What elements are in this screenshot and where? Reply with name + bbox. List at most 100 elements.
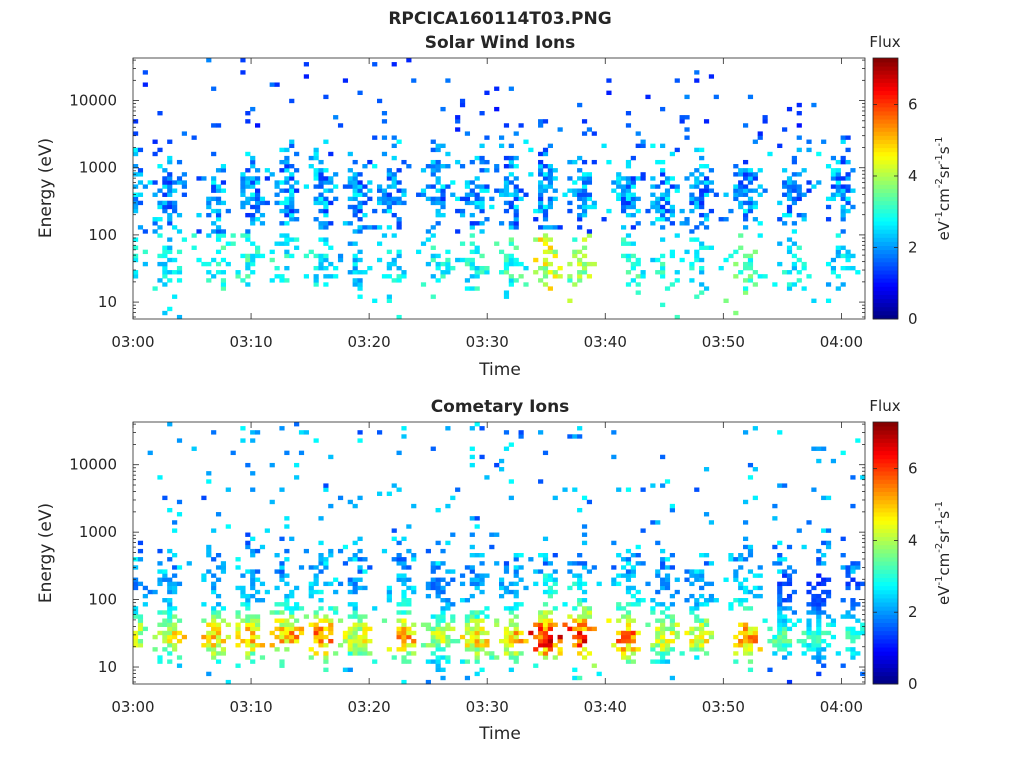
spectrogram-cell bbox=[694, 655, 700, 660]
spectrogram-cell bbox=[738, 565, 744, 570]
spectrogram-cell bbox=[381, 200, 388, 206]
spectrogram-cell bbox=[445, 540, 451, 546]
spectrogram-cell bbox=[176, 265, 183, 271]
spectrogram-cell bbox=[503, 192, 510, 197]
spectrogram-cell bbox=[352, 188, 358, 193]
spectrogram-cell bbox=[743, 647, 749, 652]
spectrogram-cell bbox=[845, 634, 851, 640]
spectrogram-cell bbox=[625, 602, 632, 607]
spectrogram-cell bbox=[323, 168, 329, 173]
spectrogram-cell bbox=[430, 225, 436, 230]
spectrogram-cell bbox=[362, 200, 368, 206]
spectrogram-cell bbox=[547, 638, 553, 644]
spectrogram-cell bbox=[503, 184, 510, 189]
spectrogram-cell bbox=[259, 643, 266, 648]
spectrogram-cell bbox=[255, 123, 261, 128]
spectrogram-cell bbox=[176, 249, 183, 255]
spectrogram-cell bbox=[567, 278, 573, 283]
spectrogram-cell bbox=[162, 180, 168, 185]
colorbar-segment bbox=[873, 176, 898, 181]
spectrogram-cell bbox=[743, 626, 749, 632]
spectrogram-cell bbox=[767, 667, 773, 673]
spectrogram-cell bbox=[245, 184, 251, 189]
spectrogram-cell bbox=[552, 168, 558, 173]
spectrogram-cell bbox=[220, 569, 227, 574]
spectrogram-cell bbox=[786, 581, 793, 587]
spectrogram-cell bbox=[703, 630, 710, 636]
spectrogram-cell bbox=[313, 610, 319, 615]
spectrogram-cell bbox=[245, 593, 251, 599]
spectrogram-cell bbox=[533, 217, 539, 222]
spectrogram-cell bbox=[289, 192, 295, 197]
spectrogram-cell bbox=[401, 536, 407, 542]
spectrogram-cell bbox=[255, 249, 261, 255]
spectrogram-cell bbox=[752, 270, 758, 275]
spectrogram-cell bbox=[791, 261, 797, 267]
spectrogram-cell bbox=[157, 561, 163, 566]
spectrogram-cell bbox=[806, 180, 812, 185]
spectrogram-cell bbox=[538, 630, 544, 636]
spectrogram-cell bbox=[694, 643, 700, 648]
spectrogram-cell bbox=[347, 557, 353, 562]
spectrogram-cell bbox=[694, 626, 700, 632]
spectrogram-cell bbox=[245, 196, 251, 202]
spectrogram-cell bbox=[499, 270, 505, 275]
spectrogram-cell bbox=[743, 184, 749, 189]
spectrogram-cell bbox=[660, 626, 666, 632]
spectrogram-cell bbox=[347, 270, 353, 275]
spectrogram-cell bbox=[162, 270, 168, 275]
spectrogram-cell bbox=[577, 651, 583, 656]
spectrogram-cell bbox=[699, 622, 705, 627]
spectrogram-cell bbox=[142, 626, 148, 632]
spectrogram-cell bbox=[821, 577, 827, 582]
spectrogram-cell bbox=[503, 265, 510, 271]
spectrogram-cell bbox=[494, 168, 500, 173]
spectrogram-cell bbox=[542, 536, 549, 542]
spectrogram-cell bbox=[162, 261, 168, 267]
spectrogram-cell bbox=[337, 643, 344, 648]
spectrogram-cell bbox=[635, 257, 641, 263]
spectrogram-cell bbox=[167, 634, 173, 640]
colorbar-segment bbox=[873, 151, 898, 157]
spectrogram-cell bbox=[860, 475, 866, 480]
spectrogram-cell bbox=[806, 647, 812, 652]
spectrogram-cell bbox=[215, 168, 222, 173]
spectrogram-cell bbox=[581, 495, 588, 501]
spectrogram-cell bbox=[694, 634, 700, 640]
spectrogram-cell bbox=[133, 151, 139, 157]
spectrogram-cell bbox=[660, 225, 666, 230]
spectrogram-cell bbox=[440, 577, 446, 582]
spectrogram-cell bbox=[538, 188, 544, 193]
spectrogram-cell bbox=[430, 168, 436, 173]
spectrogram-cell bbox=[508, 638, 514, 644]
spectrogram-cell bbox=[840, 663, 846, 668]
spectrogram-cell bbox=[401, 659, 407, 664]
spectrogram-cell bbox=[367, 225, 373, 230]
spectrogram-cell bbox=[694, 70, 700, 75]
spectrogram-cell bbox=[211, 643, 217, 648]
spectrogram-cell bbox=[786, 544, 793, 550]
spectrogram-cell bbox=[137, 557, 144, 562]
spectrogram-cell bbox=[655, 204, 661, 210]
spectrogram-cell bbox=[435, 540, 441, 546]
spectrogram-cell bbox=[850, 188, 856, 193]
spectrogram-cell bbox=[855, 561, 861, 566]
spectrogram-cell bbox=[352, 282, 358, 287]
spectrogram-cell bbox=[289, 208, 295, 214]
spectrogram-cell bbox=[689, 569, 695, 574]
spectrogram-cell bbox=[542, 270, 549, 275]
spectrogram-cell bbox=[201, 618, 207, 623]
spectrogram-cell bbox=[694, 176, 700, 181]
spectrogram-cell bbox=[747, 94, 754, 100]
spectrogram-cell bbox=[425, 548, 431, 554]
spectrogram-cell bbox=[352, 180, 358, 185]
spectrogram-cell bbox=[284, 638, 290, 644]
spectrogram-cell bbox=[357, 618, 363, 623]
spectrogram-cell bbox=[850, 651, 856, 656]
spectrogram-cell bbox=[655, 618, 661, 623]
spectrogram-cell bbox=[830, 184, 837, 189]
spectrogram-cell bbox=[523, 638, 529, 644]
spectrogram-cell bbox=[572, 573, 578, 578]
spectrogram-cell bbox=[791, 180, 797, 185]
colorbar-segment bbox=[873, 422, 898, 427]
